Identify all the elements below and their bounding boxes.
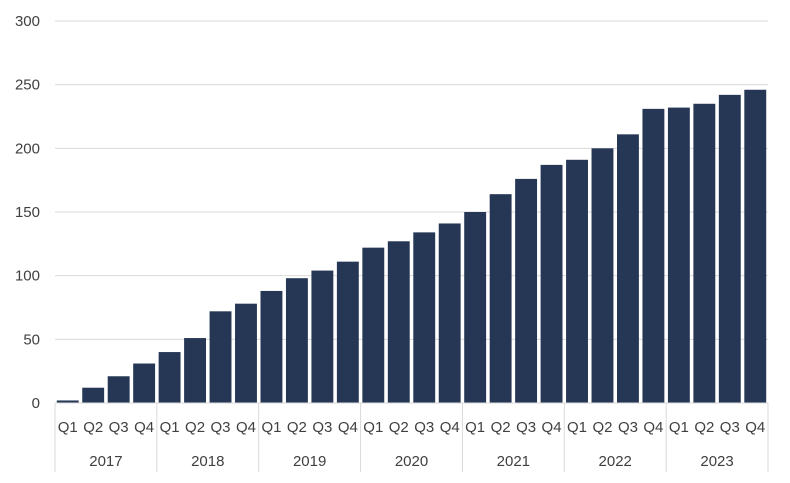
quarter-label: Q3 [720, 419, 740, 436]
quarter-label: Q4 [440, 419, 460, 436]
bar [260, 290, 283, 403]
y-tick-label: 200 [15, 140, 40, 157]
bar [158, 352, 181, 403]
bar [693, 103, 716, 404]
quarter-label: Q3 [414, 419, 434, 436]
quarter-label: Q1 [160, 419, 180, 436]
bar [413, 232, 436, 403]
quarter-label: Q4 [134, 419, 154, 436]
y-axis-tick-labels: 0 50 100 150 200 250 300 [15, 13, 40, 412]
quarter-label: Q2 [83, 419, 103, 436]
quarter-label: Q3 [618, 419, 638, 436]
y-tick-label: 50 [23, 331, 40, 348]
quarter-label: Q2 [491, 419, 511, 436]
bar [566, 159, 588, 403]
bar [642, 108, 665, 404]
quarter-label: Q2 [287, 419, 307, 436]
y-tick-label: 300 [15, 13, 40, 30]
quarter-label: Q1 [669, 419, 689, 436]
quarter-label: Q1 [567, 419, 587, 436]
quarter-label: Q2 [592, 419, 612, 436]
quarter-label: Q1 [363, 419, 383, 436]
quarter-label: Q4 [643, 419, 663, 436]
bars [56, 89, 767, 404]
bar [362, 247, 385, 403]
quarter-label: Q1 [465, 419, 485, 436]
bar [235, 303, 257, 403]
bar [667, 107, 690, 403]
year-label: 2017 [89, 453, 122, 470]
bar [591, 148, 614, 403]
y-tick-label: 150 [15, 204, 40, 221]
bar [56, 400, 79, 403]
bar [107, 376, 130, 403]
bar [515, 178, 538, 403]
year-label: 2020 [395, 453, 428, 470]
quarter-label: Q3 [211, 419, 231, 436]
bar [336, 261, 359, 403]
quarter-label: Q2 [185, 419, 205, 436]
quarter-label: Q1 [261, 419, 281, 436]
year-label: 2021 [497, 453, 530, 470]
quarter-label: Q3 [516, 419, 536, 436]
y-tick-label: 0 [32, 395, 40, 412]
quarter-label: Q1 [58, 419, 78, 436]
quarter-label: Q4 [745, 419, 765, 436]
bar [82, 387, 105, 403]
bar [616, 134, 639, 403]
bar [133, 363, 156, 403]
y-tick-label: 250 [15, 77, 40, 94]
quarter-label: Q3 [312, 419, 332, 436]
quarter-label: Q4 [338, 419, 358, 436]
quarter-label: Q2 [694, 419, 714, 436]
bar [438, 223, 461, 403]
bar [387, 241, 410, 403]
quarter-label: Q4 [236, 419, 256, 436]
quarter-label: Q2 [389, 419, 409, 436]
bar [209, 311, 232, 403]
bar [285, 278, 308, 403]
bar [718, 94, 741, 403]
bar [311, 270, 334, 403]
bar [744, 89, 767, 403]
bar [489, 194, 512, 403]
bar [184, 338, 207, 403]
x-axis: Q1 Q2 Q3 Q4 Q1 Q2 Q3 Q4 Q1 Q2 Q3 Q4 Q1 Q2 Q3 Q4 Q1 Q2 Q3 Q4… [54, 402, 769, 472]
year-label: 2019 [293, 453, 326, 470]
year-label: 2023 [700, 453, 733, 470]
y-tick-label: 100 [15, 268, 40, 285]
bar [464, 212, 487, 403]
quarter-label: Q4 [542, 419, 562, 436]
quarter-label: Q3 [109, 419, 129, 436]
year-label: 2018 [191, 453, 224, 470]
year-label: 2022 [599, 453, 632, 470]
bar [540, 164, 563, 403]
